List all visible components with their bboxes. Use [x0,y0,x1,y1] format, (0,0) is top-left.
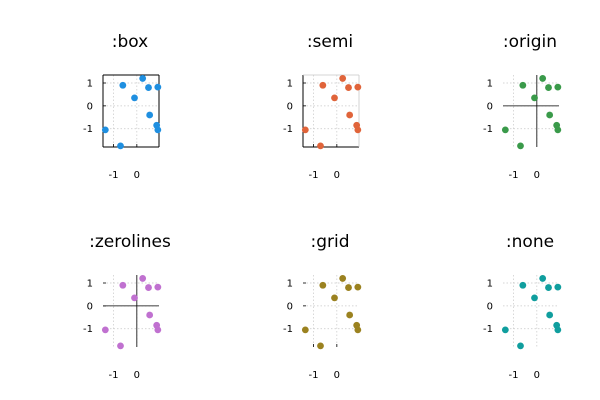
data-point [319,81,327,89]
data-point [517,142,524,150]
x-tick-label: 0 [134,370,140,381]
data-point [339,75,347,82]
data-point [145,284,152,291]
data-point [345,84,352,91]
data-point [317,342,324,350]
data-point [554,283,562,291]
data-point [517,342,524,350]
data-point [501,326,509,334]
subplot-semi: :semi -1 0 -1 0 1 [283,32,362,181]
data-point [531,294,538,302]
data-point [139,275,147,282]
subplot-title: :origin [503,32,557,52]
y-tick-label: 0 [287,301,293,312]
subplot-title: :semi [307,32,353,52]
data-point [546,311,554,319]
x-tick-label: 0 [534,170,540,181]
data-point [101,326,109,334]
data-point [539,75,547,82]
x-tick-label: -1 [309,170,319,181]
data-point [154,83,162,91]
data-point [331,94,338,102]
subplot-title: :zerolines [89,232,171,252]
data-point [317,142,324,150]
y-tick-label: 1 [487,79,493,90]
x-tick-label: -1 [509,170,519,181]
data-point [301,326,309,334]
data-point [519,81,527,89]
data-point [101,126,109,134]
data-point [154,126,162,134]
data-point [331,294,338,302]
y-tick-label: -1 [283,124,293,135]
data-point [545,284,552,291]
data-point [539,275,547,282]
data-point [146,311,154,319]
subplot-title: :grid [310,232,349,252]
data-point [554,83,562,91]
x-tick-label: 0 [134,170,140,181]
data-point [346,311,354,319]
y-tick-label: 1 [487,279,493,290]
y-tick-label: 1 [87,279,93,290]
x-tick-label: 0 [334,170,340,181]
data-point [354,283,362,291]
data-point [139,75,147,82]
data-point [545,84,552,91]
data-point [119,81,127,89]
data-point [131,94,138,102]
data-point [346,111,354,119]
data-point [531,94,538,102]
subplot-title: :box [112,32,148,52]
y-tick-label: 0 [287,101,293,112]
data-point [519,281,527,289]
data-point [319,281,327,289]
x-tick-label: -1 [109,170,119,181]
data-point [546,111,554,119]
data-point [554,326,562,334]
data-point [145,84,152,91]
subplot-origin: :origin -1 0 -1 0 1 [483,32,562,181]
y-tick-label: 0 [487,101,493,112]
data-point [501,126,509,134]
data-point [339,275,347,282]
y-tick-label: 0 [87,301,93,312]
x-tick-label: 0 [534,370,540,381]
data-point [154,326,162,334]
subplot-grid: :grid -1 0 -1 0 1 [283,232,362,381]
y-tick-label: 1 [287,79,293,90]
data-point [131,294,138,302]
x-tick-label: 0 [334,370,340,381]
y-tick-label: -1 [483,124,493,135]
y-tick-label: -1 [283,324,293,335]
y-tick-label: 1 [87,79,93,90]
data-point [117,142,124,150]
y-tick-label: -1 [83,324,93,335]
data-point [146,111,154,119]
x-tick-label: -1 [509,370,519,381]
y-tick-label: 1 [287,279,293,290]
subplot-none: :none -1 0 -1 0 1 [483,232,562,381]
x-tick-label: -1 [309,370,319,381]
data-point [354,83,362,91]
data-point [117,342,124,350]
subplot-title: :none [506,232,554,252]
subplot-box: :box -1 0 -1 0 1 [83,32,162,181]
subplot-zerolines: :zerolines -1 0 -1 0 1 [83,232,171,381]
y-tick-label: 0 [487,301,493,312]
data-point [301,126,309,134]
y-tick-label: -1 [83,124,93,135]
x-tick-label: -1 [109,370,119,381]
data-point [119,281,127,289]
data-point [345,284,352,291]
y-tick-label: 0 [87,101,93,112]
y-tick-label: -1 [483,324,493,335]
data-point [554,126,562,134]
data-point [354,126,362,134]
data-point [154,283,162,291]
data-point [354,326,362,334]
